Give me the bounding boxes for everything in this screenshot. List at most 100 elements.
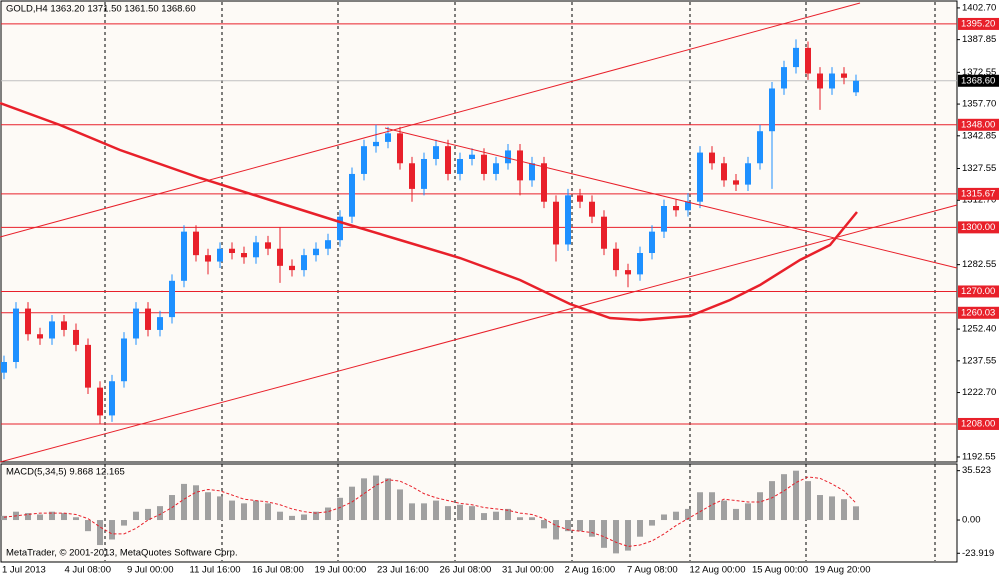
candle-body	[109, 381, 115, 416]
x-tick-label: 1 Jul 2013	[2, 565, 46, 576]
macd-bar	[649, 520, 655, 526]
candle-body	[625, 270, 631, 275]
macd-bar	[757, 492, 763, 521]
macd-bar	[265, 503, 271, 521]
macd-bar	[241, 503, 247, 521]
candle-body	[37, 334, 43, 339]
candle-body	[241, 253, 247, 258]
candle-body	[85, 344, 91, 388]
macd-bar	[373, 475, 379, 521]
candle-body	[697, 152, 703, 202]
x-tick-label: 7 Aug 08:00	[627, 565, 678, 576]
candle-body	[721, 163, 727, 181]
price-panel	[0, 0, 958, 463]
macd-bar	[769, 481, 775, 521]
macd-bar	[493, 511, 499, 521]
macd-bar	[253, 500, 259, 521]
plot	[1, 7, 960, 554]
macd-bar	[217, 496, 223, 521]
candle-body	[325, 240, 331, 249]
candle-body	[853, 80, 859, 93]
macd-bar	[85, 520, 91, 532]
y-tick-label: 1342.85	[962, 130, 996, 141]
macd-bar	[517, 517, 523, 521]
level-label-box	[958, 221, 999, 234]
candle-body	[661, 205, 667, 232]
macd-tick-label: 35.523	[962, 465, 991, 476]
macd-bar	[121, 520, 127, 526]
candle-body	[637, 253, 643, 275]
candle-body	[169, 280, 175, 318]
level-label: 1270.00	[961, 286, 995, 297]
candle-body	[829, 73, 835, 89]
macd-bar	[313, 511, 319, 521]
y-tick-label: 1387.85	[962, 34, 996, 45]
macd-bar	[289, 515, 295, 521]
level-label: 1208.00	[961, 418, 995, 429]
candle-body	[481, 154, 487, 174]
candle-body	[253, 242, 259, 258]
candle-body	[541, 163, 547, 202]
y-tick-label: 1192.55	[962, 451, 996, 462]
level-label-box	[958, 187, 999, 200]
candle-body	[409, 163, 415, 189]
candle-body	[265, 242, 271, 249]
level-label-box	[958, 306, 999, 319]
macd-bar	[61, 513, 67, 521]
macd-bar	[349, 486, 355, 521]
candle-body	[373, 141, 379, 147]
macd-bar	[817, 495, 823, 521]
macd-bar	[589, 520, 595, 537]
candle-body	[577, 195, 583, 202]
macd-bar	[457, 504, 463, 521]
candle-body	[397, 133, 403, 164]
candle-body	[157, 317, 163, 330]
candle-body	[97, 387, 103, 416]
y-tick-label: 1252.40	[962, 324, 996, 335]
macd-bar	[409, 503, 415, 521]
macd-signal	[3, 476, 857, 547]
candle-body	[313, 248, 319, 256]
macd-bar	[829, 496, 835, 521]
macd-bar	[385, 478, 391, 521]
level-label-box	[958, 118, 999, 131]
x-tick-label: 2 Aug 16:00	[565, 565, 616, 576]
macd-bar	[529, 517, 535, 521]
candle-body	[781, 67, 787, 89]
current-price-label: 1368.60	[961, 75, 995, 86]
macd-bar	[805, 481, 811, 521]
candle-body	[445, 146, 451, 174]
candle-body	[289, 265, 295, 271]
candle-body	[301, 255, 307, 271]
x-tick-label: 31 Jul 00:00	[502, 565, 554, 576]
macd-bar	[565, 520, 571, 532]
candle-body	[601, 216, 607, 249]
macd-bar	[133, 511, 139, 521]
candle-body	[277, 248, 283, 266]
candle-body	[817, 73, 823, 89]
candle-body	[793, 47, 799, 68]
macd-bar	[637, 520, 643, 537]
candle-body	[121, 338, 127, 382]
macd-bar	[433, 500, 439, 521]
macd-header: MACD(5,34,5) 9.868 12.165	[6, 467, 125, 478]
candle-body	[25, 308, 31, 335]
trend-line	[0, 2, 861, 238]
candle-body	[493, 163, 499, 174]
candle-body	[433, 146, 439, 159]
macd-bar	[325, 507, 331, 521]
drawings	[0, 2, 958, 463]
candle-body	[193, 231, 199, 256]
x-tick-label: 16 Jul 08:00	[252, 565, 304, 576]
macd-bar	[145, 508, 151, 521]
y-tick-label: 1372.55	[962, 67, 996, 78]
candle-body	[649, 231, 655, 254]
macd-bar	[541, 520, 547, 529]
macd-bar	[613, 520, 619, 554]
macd-bar	[73, 517, 79, 521]
candle-body	[229, 248, 235, 254]
candle-body	[505, 150, 511, 164]
candle-body	[529, 163, 535, 181]
macd-bar	[781, 474, 787, 521]
x-tick-label: 12 Aug 00:00	[690, 565, 746, 576]
